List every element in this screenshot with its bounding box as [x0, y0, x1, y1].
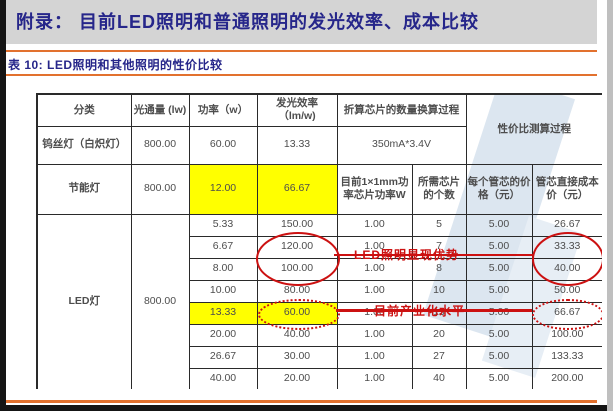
led-row: 40.00 20.00 1.00 40 5.00 200.00 — [37, 367, 602, 389]
cell-efficiency: 80.00 — [256, 279, 338, 303]
table-caption: 表 10: LED照明和其他照明的性价比较 — [8, 58, 223, 72]
cell-power: 13.33 — [188, 301, 258, 325]
cell-cost: 50.00 — [531, 279, 602, 303]
cell-price: 5.00 — [465, 279, 533, 303]
cell-price: 5.00 — [465, 345, 533, 369]
divider-mid — [6, 74, 597, 76]
divider-top — [6, 50, 597, 52]
divider-bottom — [6, 400, 597, 403]
cell-energy-name: 节能灯 — [36, 163, 132, 215]
cell-price: 5.00 — [465, 213, 533, 237]
cell-chip-power: 1.00 — [336, 213, 413, 237]
row-incandescent: 钨丝灯（白炽灯） 800.00 60.00 13.33 350mA*3.4V — [36, 125, 602, 165]
cell-energy-power: 12.00 — [188, 163, 258, 215]
subheader-chip-power: 目前1×1mm功率芯片功率W — [336, 163, 413, 215]
cell-cost: 33.33 — [531, 235, 602, 259]
led-row: LED灯 800.00 5.33 150.00 1.00 5 5.00 26.6… — [36, 213, 602, 389]
header-efficiency: 发光效率（lm/w) — [256, 93, 338, 127]
cell-price: 5.00 — [465, 301, 533, 325]
cell-cost: 200.00 — [531, 367, 602, 389]
cell-chips: 20 — [411, 323, 467, 347]
cell-chip-power: 1.00 — [336, 301, 413, 325]
page-title: 附录： 目前LED照明和普通照明的发光效率、成本比较 — [6, 0, 597, 44]
cell-efficiency: 40.00 — [256, 323, 338, 347]
cell-chips: 10 — [411, 279, 467, 303]
cell-chips: 8 — [411, 257, 467, 281]
subheader-die-price: 每个管芯的价格（元） — [465, 163, 533, 215]
cell-incandescent-efficiency: 13.33 — [256, 125, 338, 165]
cell-power: 40.00 — [188, 367, 258, 389]
cell-efficiency: 120.00 — [256, 235, 338, 259]
cell-chips: 27 — [411, 345, 467, 369]
cell-power: 8.00 — [188, 257, 258, 281]
cell-price: 5.00 — [465, 235, 533, 259]
cell-led-name: LED灯 — [36, 213, 132, 389]
led-row-current-level: 13.33 60.00 1.00 13 5.00 66.67 — [37, 301, 602, 325]
header-category: 分类 — [36, 93, 132, 127]
cell-price: 5.00 — [465, 323, 533, 347]
cell-chips: 13 — [411, 301, 467, 325]
cell-incandescent-name: 钨丝灯（白炽灯） — [36, 125, 132, 165]
cell-incandescent-chip-note: 350mA*3.4V — [336, 125, 467, 165]
cell-efficiency: 30.00 — [256, 345, 338, 369]
cell-power: 5.33 — [188, 213, 258, 237]
page-edge-left — [0, 0, 6, 411]
cell-price: 5.00 — [465, 257, 533, 281]
cell-chips: 7 — [411, 235, 467, 259]
cell-energy-flux: 800.00 — [130, 163, 190, 215]
subheader-die-cost: 管芯直接成本价（元） — [531, 163, 602, 215]
cell-chips: 40 — [411, 367, 467, 389]
header-power: 功率（w） — [188, 93, 258, 127]
cell-incandescent-flux: 800.00 — [130, 125, 190, 165]
cell-power: 20.00 — [188, 323, 258, 347]
cell-power: 26.67 — [188, 345, 258, 369]
cell-efficiency: 60.00 — [256, 301, 338, 325]
page-edge-bottom — [0, 405, 613, 411]
cell-efficiency: 150.00 — [256, 213, 338, 237]
cell-power: 10.00 — [188, 279, 258, 303]
cell-cost: 133.33 — [531, 345, 602, 369]
header-chip-conversion: 折算芯片的数量换算过程 — [336, 93, 467, 127]
led-row: 6.67 120.00 1.00 7 5.00 33.33 — [37, 235, 602, 259]
cell-chip-power: 1.00 — [336, 367, 413, 389]
cell-cost: 100.00 — [531, 323, 602, 347]
subheader-chip-count: 所需芯片的个数 — [411, 163, 467, 215]
comparison-table: 分类 光通量 (lw) 功率（w） 发光效率（lm/w) 折算芯片的数量换算过程… — [36, 93, 602, 389]
header-row: 分类 光通量 (lw) 功率（w） 发光效率（lm/w) 折算芯片的数量换算过程… — [36, 93, 602, 165]
cell-efficiency: 20.00 — [256, 367, 338, 389]
header-cost-perf: 性价比测算过程 — [465, 93, 602, 165]
cell-power: 6.67 — [188, 235, 258, 259]
cell-incandescent-power: 60.00 — [188, 125, 258, 165]
comparison-table-wrap: 分类 光通量 (lw) 功率（w） 发光效率（lm/w) 折算芯片的数量换算过程… — [36, 93, 602, 389]
cell-price: 5.00 — [465, 367, 533, 389]
header-flux: 光通量 (lw) — [130, 93, 190, 127]
cell-led-flux: 800.00 — [130, 213, 190, 389]
cell-cost: 40.00 — [531, 257, 602, 281]
cell-chip-power: 1.00 — [336, 279, 413, 303]
cell-chip-power: 1.00 — [336, 235, 413, 259]
cell-chip-power: 1.00 — [336, 345, 413, 369]
led-row: 20.00 40.00 1.00 20 5.00 100.00 — [37, 323, 602, 347]
cell-efficiency: 100.00 — [256, 257, 338, 281]
cell-energy-efficiency: 66.67 — [256, 163, 338, 215]
row-energy-saving: 节能灯 800.00 12.00 66.67 目前1×1mm功率芯片功率W 所需… — [36, 163, 602, 215]
cell-chip-power: 1.00 — [336, 323, 413, 347]
page-edge-right — [607, 0, 613, 411]
cell-cost: 26.67 — [531, 213, 602, 237]
cell-chips: 5 — [411, 213, 467, 237]
cell-chip-power: 1.00 — [336, 257, 413, 281]
cell-cost: 66.67 — [531, 301, 602, 325]
